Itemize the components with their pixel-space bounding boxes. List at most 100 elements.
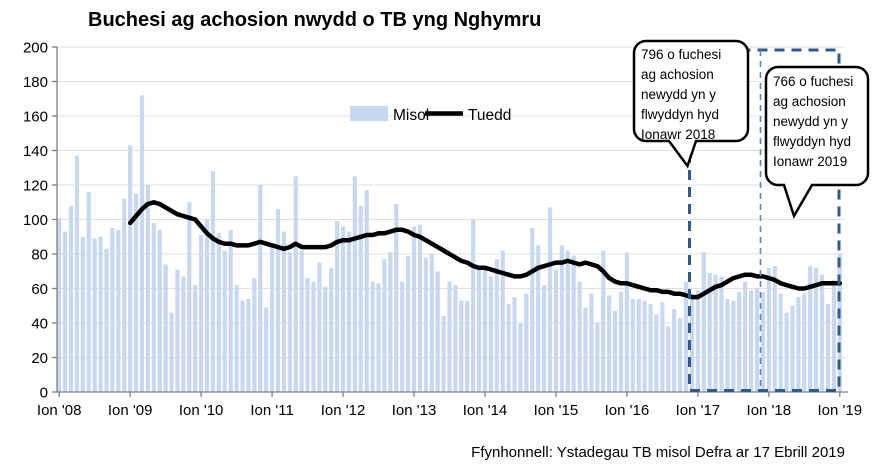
callout-2018-line2: ag achosion xyxy=(641,67,714,82)
y-tick-label: 20 xyxy=(31,350,48,367)
bar xyxy=(760,291,766,392)
bar xyxy=(175,269,180,392)
bar xyxy=(808,266,813,392)
bar-series-misol xyxy=(57,95,842,393)
y-tick-label: 120 xyxy=(23,178,48,195)
bar xyxy=(228,229,233,392)
x-tick-label: Ion '11 xyxy=(250,402,293,419)
bar xyxy=(689,293,695,392)
bar xyxy=(388,252,393,392)
callout-2019-line1: 766 o fuchesi xyxy=(773,74,853,89)
bar xyxy=(406,255,411,392)
bar xyxy=(660,302,665,392)
bar xyxy=(465,300,470,392)
y-tick-label: 100 xyxy=(23,212,48,229)
bar xyxy=(512,297,517,393)
bar xyxy=(110,228,115,393)
bar xyxy=(530,228,535,393)
bar xyxy=(240,300,245,392)
bar xyxy=(169,312,174,392)
callout-2018-line4: flwyddyn hyd xyxy=(641,107,719,122)
bar xyxy=(151,222,156,392)
bar xyxy=(199,235,204,392)
bar xyxy=(305,278,310,392)
y-tick-label: 0 xyxy=(40,385,48,402)
highlight-window xyxy=(688,48,841,392)
bar xyxy=(790,305,795,392)
bar xyxy=(128,145,133,392)
bar xyxy=(275,209,281,392)
bar xyxy=(346,231,352,392)
x-tick-label: Ion '17 xyxy=(676,402,721,419)
bar xyxy=(571,255,576,392)
bar xyxy=(601,250,606,392)
bar xyxy=(139,95,145,393)
bar xyxy=(476,267,482,392)
bar xyxy=(636,298,641,392)
y-tick-label: 80 xyxy=(31,247,48,264)
legend-misol-swatch xyxy=(350,106,388,121)
bar xyxy=(802,293,807,392)
bar xyxy=(92,238,97,392)
bar xyxy=(695,290,700,392)
bar xyxy=(382,259,387,392)
chart-title: Buchesi ag achosion nwydd o TB yng Nghym… xyxy=(88,9,541,31)
x-tick-label: Ion '08 xyxy=(37,402,82,419)
bar xyxy=(281,231,287,392)
bar xyxy=(713,274,718,392)
bar xyxy=(471,219,476,392)
bar xyxy=(654,314,659,393)
bar xyxy=(193,285,198,392)
bar xyxy=(482,269,488,392)
legend-misol-label: Misol xyxy=(393,107,429,124)
x-tick-label: Ion '19 xyxy=(818,402,863,419)
bar xyxy=(737,291,742,392)
bar xyxy=(335,221,340,392)
bar xyxy=(536,245,541,393)
bar xyxy=(607,295,612,392)
bar xyxy=(222,250,227,392)
bar xyxy=(246,298,251,392)
bar xyxy=(583,307,588,392)
bar xyxy=(666,326,671,392)
bar xyxy=(553,269,559,392)
bar xyxy=(86,191,91,392)
bar xyxy=(784,312,789,392)
dashed-highlight-box xyxy=(688,48,841,392)
bar xyxy=(311,281,316,392)
bar xyxy=(731,300,736,392)
bar xyxy=(630,298,635,392)
callout-2018: 796 o fuchesi ag achosion newydd yn y fl… xyxy=(632,39,750,169)
bar xyxy=(74,155,80,392)
bar xyxy=(157,229,162,392)
bar xyxy=(299,250,304,392)
bar xyxy=(518,323,523,392)
bar xyxy=(642,300,647,392)
callout-2019-line2: ag achosion xyxy=(773,94,846,109)
bar xyxy=(210,171,216,392)
bar xyxy=(133,193,139,393)
bar xyxy=(287,252,292,392)
bar xyxy=(187,202,192,392)
bar xyxy=(423,257,428,392)
bar xyxy=(837,254,842,392)
bar xyxy=(831,279,836,393)
bar xyxy=(258,185,263,392)
callout-2018-bubble xyxy=(632,39,750,169)
callout-2019-bubble xyxy=(764,65,870,220)
trend-line-tuedd xyxy=(127,200,843,300)
y-tick-label: 200 xyxy=(23,40,48,57)
bar xyxy=(825,304,831,392)
bar xyxy=(500,250,505,392)
bar xyxy=(269,245,275,393)
bar xyxy=(678,317,683,392)
bar xyxy=(494,259,499,392)
bar xyxy=(411,226,417,392)
bar xyxy=(163,264,168,392)
bar xyxy=(814,267,819,392)
bar xyxy=(453,285,458,392)
bar xyxy=(204,219,210,392)
bar xyxy=(589,293,594,392)
bar xyxy=(80,236,85,392)
bar xyxy=(429,254,434,392)
